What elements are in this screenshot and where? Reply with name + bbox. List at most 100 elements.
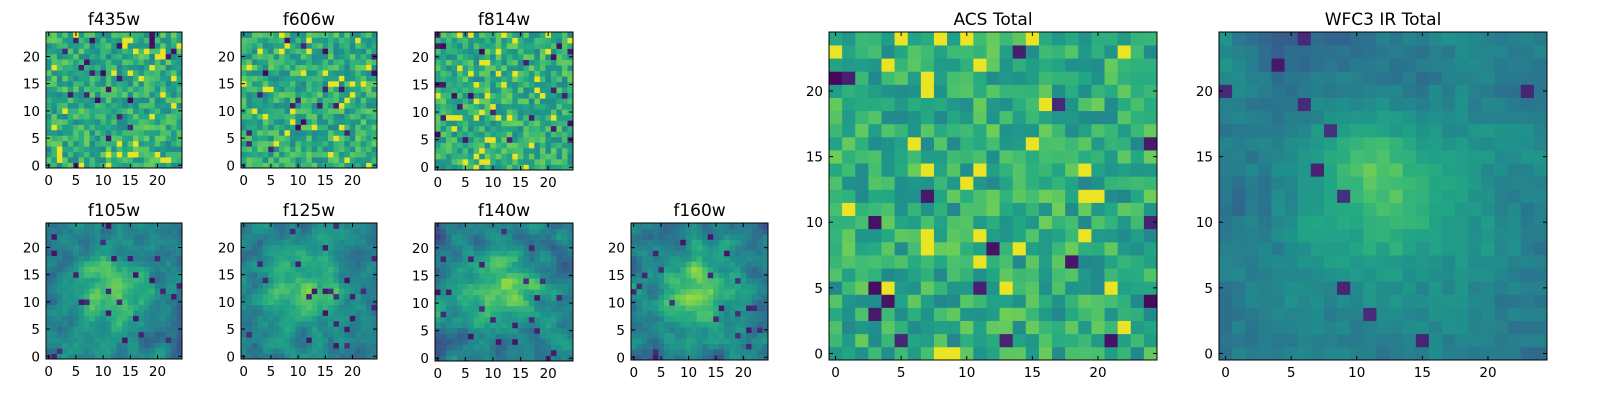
- heatmap-cell: [868, 176, 882, 190]
- heatmap-cell: [479, 300, 486, 307]
- heatmap-cell: [534, 54, 541, 60]
- heatmap-cell: [165, 223, 172, 229]
- heatmap-cell: [680, 310, 687, 317]
- heatmap-cell: [545, 142, 552, 149]
- heatmap-cell: [306, 32, 313, 38]
- heatmap-cell: [100, 337, 107, 344]
- heatmap-cell: [84, 32, 90, 38]
- heatmap-cell: [512, 344, 519, 351]
- heatmap-cell: [735, 354, 741, 361]
- heatmap-cell: [468, 327, 474, 334]
- heatmap-cell: [300, 337, 307, 344]
- heatmap-cell: [246, 320, 253, 327]
- heatmap-cell: [165, 157, 172, 163]
- heatmap-cell: [933, 255, 948, 269]
- heatmap-cell: [338, 342, 345, 349]
- y-tick-label: 5: [420, 133, 429, 149]
- heatmap-cell: [495, 300, 502, 307]
- heatmap-cell: [556, 131, 563, 138]
- heatmap-cell: [360, 102, 367, 109]
- heatmap-cell: [176, 304, 183, 311]
- heatmap-cell: [355, 80, 362, 87]
- heatmap-cell: [1117, 333, 1132, 348]
- heatmap-cell: [328, 86, 334, 93]
- heatmap-cell: [490, 267, 497, 274]
- heatmap-cell: [1117, 189, 1132, 203]
- heatmap-cell: [881, 294, 895, 308]
- heatmap-cell: [338, 320, 345, 327]
- heatmap-cell: [273, 348, 280, 354]
- heatmap-cell: [349, 129, 356, 136]
- heatmap-cell: [528, 239, 535, 246]
- heatmap-cell: [111, 326, 118, 333]
- heatmap-cell: [67, 310, 74, 316]
- heatmap-cell: [762, 250, 769, 257]
- heatmap-cell: [446, 98, 452, 105]
- heatmap-cell: [1078, 215, 1092, 230]
- heatmap-cell: [67, 135, 74, 142]
- heatmap-cell: [468, 234, 474, 240]
- heatmap-cell: [122, 282, 128, 289]
- heatmap-cell: [273, 277, 280, 284]
- heatmap-cell: [262, 32, 269, 38]
- heatmap-cell: [257, 80, 264, 87]
- heatmap-cell: [127, 97, 134, 104]
- heatmap-cell: [67, 70, 74, 76]
- heatmap-cell: [133, 315, 139, 322]
- heatmap-cell: [641, 244, 648, 251]
- heatmap-cell: [647, 338, 654, 344]
- heatmap-cell: [462, 316, 469, 323]
- heatmap-cell: [138, 162, 145, 169]
- heatmap-cell: [46, 64, 52, 71]
- heatmap-cell: [539, 234, 546, 240]
- heatmap-cell: [67, 146, 74, 153]
- heatmap-cell: [165, 320, 172, 327]
- heatmap-cell: [484, 349, 491, 356]
- heatmap-cell: [567, 256, 574, 262]
- heatmap-cell: [154, 59, 161, 65]
- heatmap-cell: [105, 80, 112, 87]
- heatmap-cell: [746, 310, 752, 317]
- heatmap-cell: [523, 147, 530, 154]
- heatmap-cell: [289, 140, 296, 147]
- heatmap-cell: [273, 271, 280, 278]
- heatmap-cell: [116, 162, 123, 169]
- heatmap-cell: [366, 80, 372, 87]
- heatmap-cell: [1065, 346, 1079, 361]
- heatmap-cell: [561, 267, 568, 274]
- heatmap-cell: [868, 189, 882, 203]
- heatmap-cell: [344, 315, 351, 322]
- heatmap-cell: [355, 261, 362, 267]
- heatmap-cell: [658, 332, 665, 339]
- heatmap-cell: [306, 113, 313, 120]
- heatmap-cell: [171, 151, 177, 158]
- heatmap-cell: [251, 70, 258, 76]
- heatmap-cell: [360, 124, 367, 131]
- heatmap-cell: [484, 261, 491, 268]
- heatmap-cell: [1078, 320, 1092, 335]
- heatmap-cell: [484, 256, 491, 262]
- heatmap-cell: [457, 32, 463, 38]
- heatmap-cell: [262, 151, 269, 158]
- heatmap-cell: [306, 288, 313, 295]
- heatmap-cell: [154, 86, 161, 93]
- heatmap-cell: [567, 333, 574, 340]
- heatmap-cell: [636, 288, 643, 295]
- heatmap-cell: [328, 320, 334, 327]
- heatmap-cell: [457, 223, 463, 229]
- heatmap-cell: [1143, 281, 1158, 295]
- heatmap-cell: [501, 131, 508, 138]
- heatmap-cell: [440, 37, 447, 44]
- heatmap-cell: [561, 125, 568, 132]
- heatmap-cell: [111, 32, 118, 38]
- heatmap-cell: [718, 288, 725, 295]
- heatmap-cell: [306, 129, 313, 136]
- heatmap-cell: [241, 228, 247, 235]
- heatmap-cell: [133, 250, 139, 256]
- heatmap-cell: [262, 337, 269, 344]
- heatmap-cell: [440, 278, 447, 285]
- heatmap-cell: [479, 59, 486, 66]
- heatmap-cell: [468, 355, 474, 362]
- heatmap-cell: [160, 250, 167, 256]
- heatmap-cell: [479, 305, 486, 312]
